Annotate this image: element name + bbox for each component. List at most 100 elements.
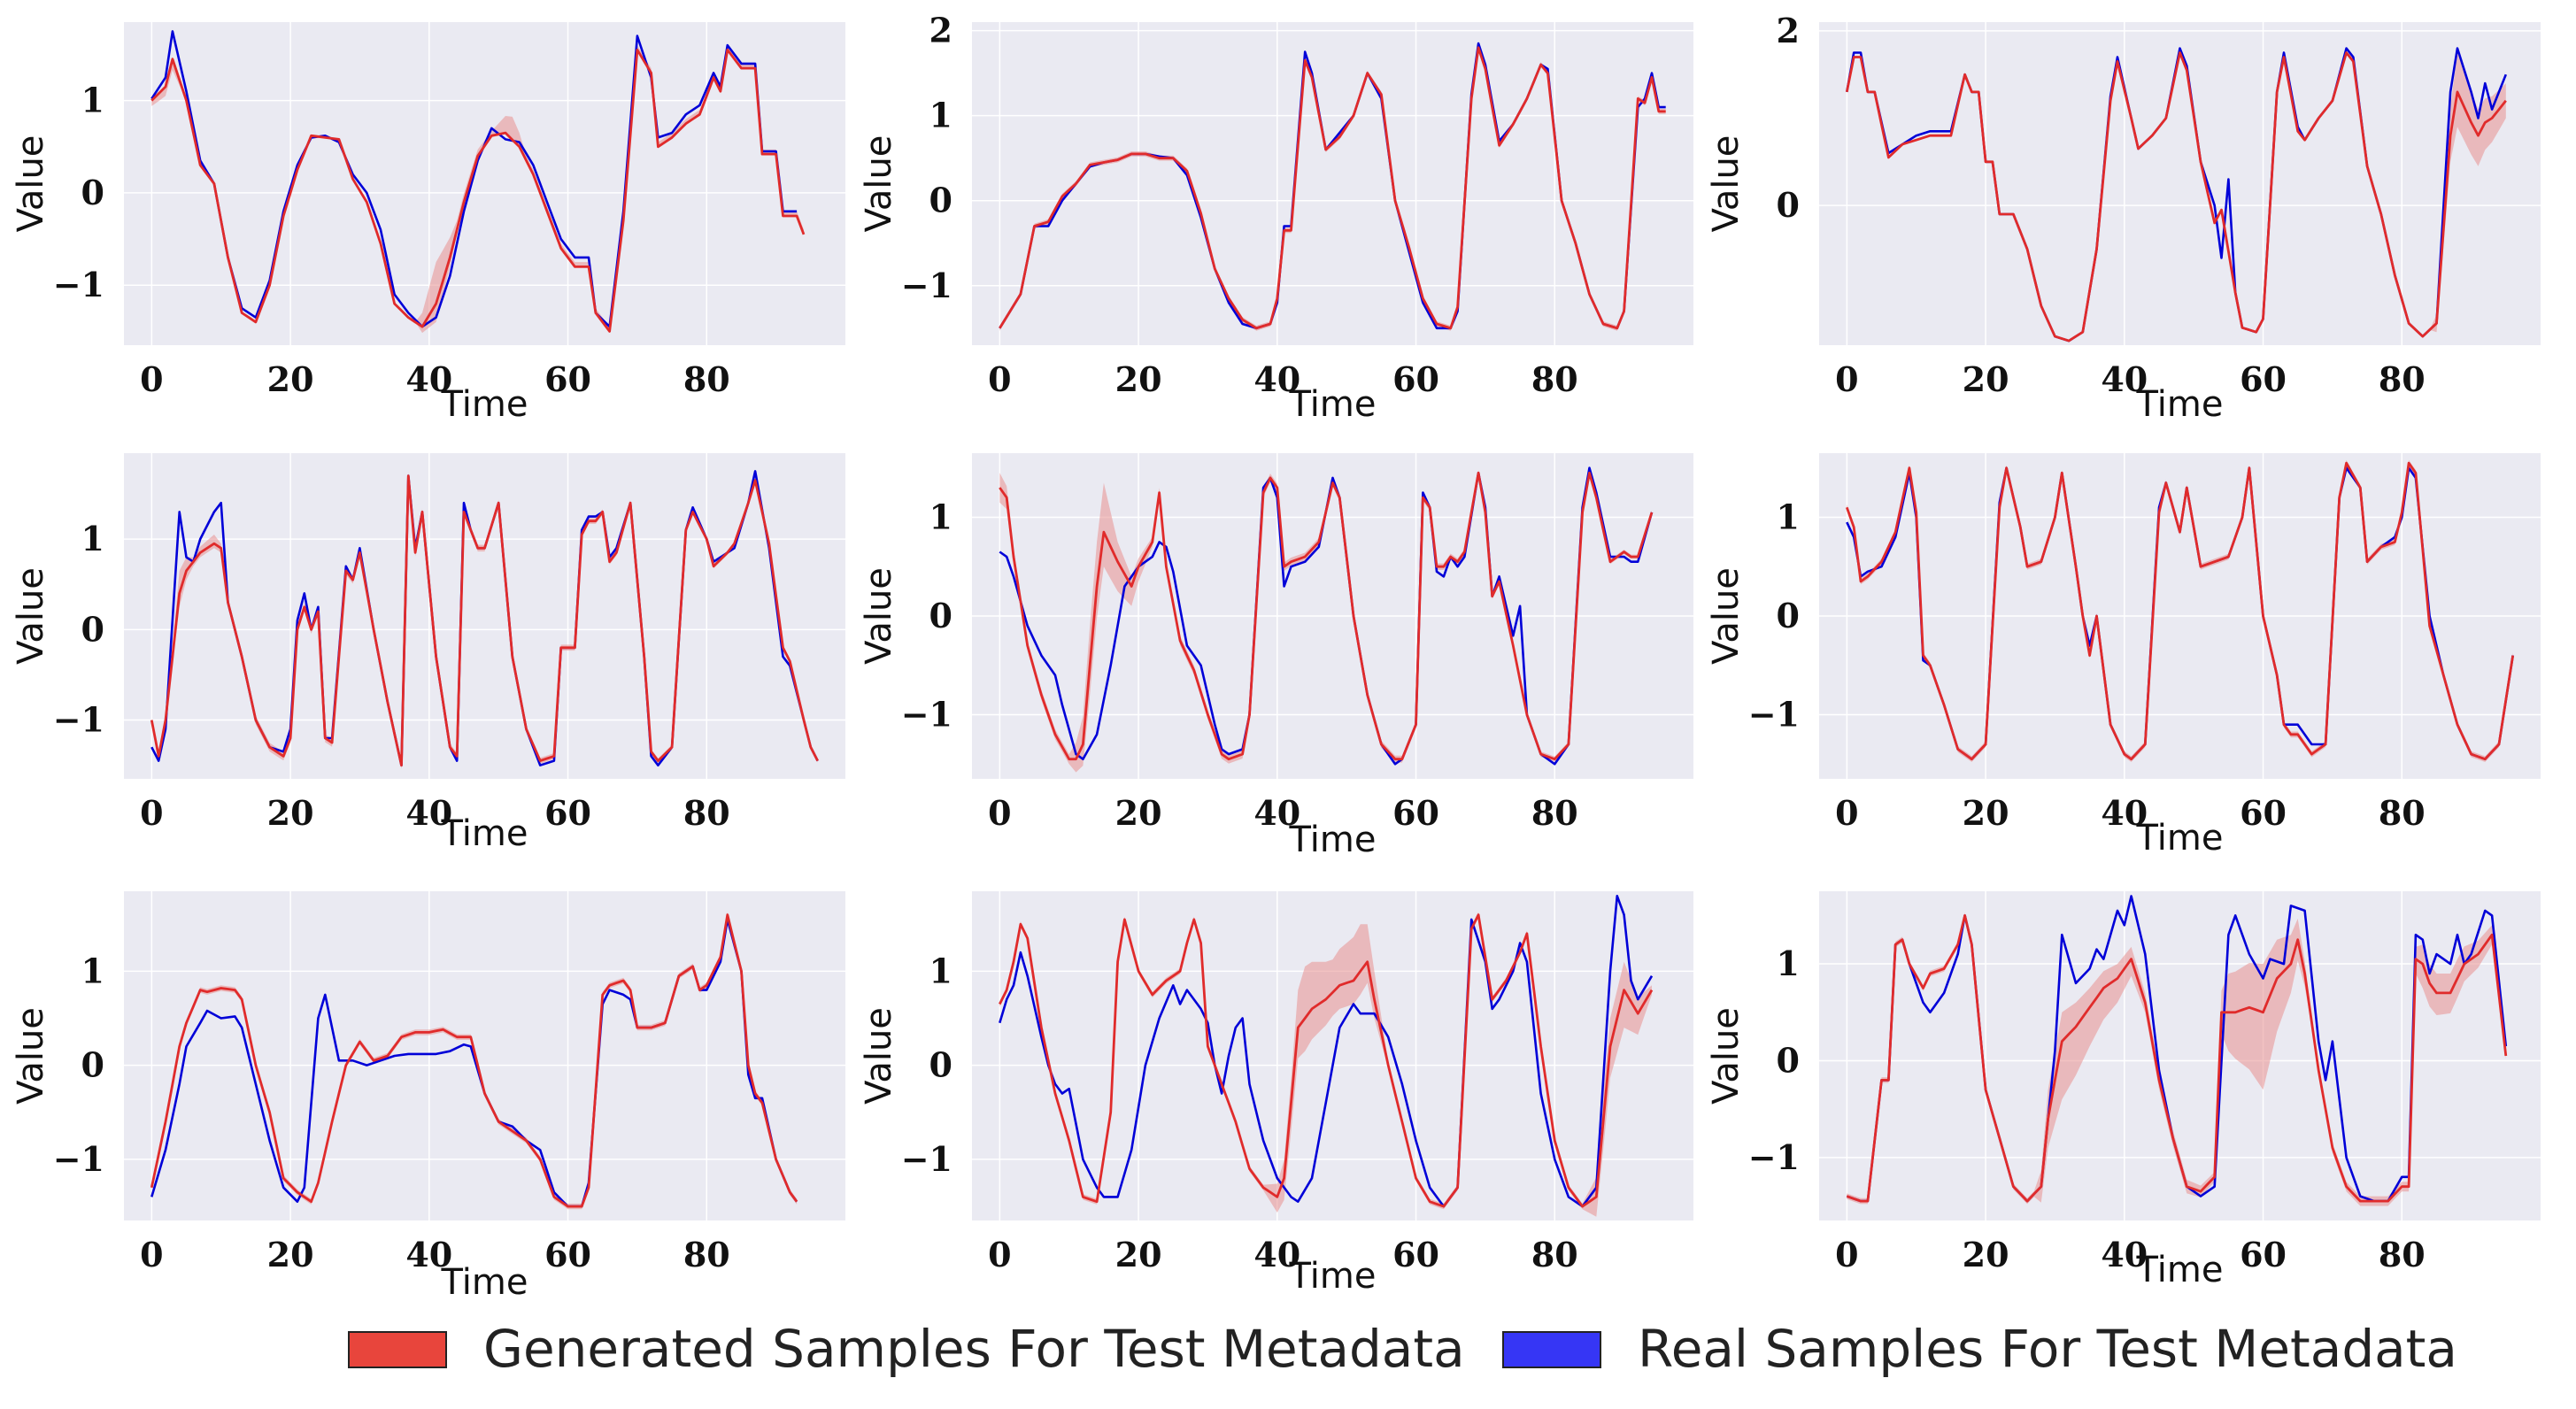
y-tick-label: 1 bbox=[81, 951, 104, 990]
x-tick-label: 0 bbox=[1835, 1235, 1858, 1274]
x-axis-label: Time bbox=[2136, 818, 2224, 858]
series-line-real bbox=[999, 895, 1654, 1208]
x-tick-label: 20 bbox=[267, 1235, 314, 1274]
x-tick-label: 60 bbox=[1392, 359, 1439, 399]
x-tick-label: 60 bbox=[544, 793, 591, 833]
y-tick-label: −1 bbox=[1748, 695, 1800, 735]
x-tick-label: 0 bbox=[988, 1235, 1011, 1274]
x-tick-label: 40 bbox=[2101, 359, 2148, 399]
legend: Generated Samples For Test Metadata Real… bbox=[348, 1319, 2457, 1379]
y-tick-label: 1 bbox=[929, 951, 953, 990]
x-tick-label: 20 bbox=[1115, 793, 1162, 833]
y-tick-label: 0 bbox=[1777, 185, 1800, 225]
x-axis-label: Time bbox=[2136, 384, 2224, 425]
y-tick-label: −1 bbox=[901, 1139, 953, 1179]
y-tick-label: −1 bbox=[901, 695, 953, 735]
x-tick-label: 20 bbox=[1963, 359, 2009, 399]
y-tick-label: 0 bbox=[1777, 1040, 1800, 1080]
plot-area bbox=[1819, 891, 2541, 1220]
y-tick-label: 0 bbox=[929, 1045, 953, 1085]
x-tick-label: 60 bbox=[1392, 1235, 1439, 1274]
x-tick-label: 40 bbox=[2101, 793, 2148, 833]
y-tick-label: 2 bbox=[929, 11, 953, 50]
x-tick-label: 60 bbox=[2240, 793, 2287, 833]
x-axis-label: Time bbox=[441, 384, 528, 425]
legend-swatch-real bbox=[1502, 1331, 1601, 1368]
y-tick-label: 0 bbox=[81, 173, 104, 212]
y-tick-label: 1 bbox=[81, 519, 104, 558]
x-tick-label: 80 bbox=[2379, 793, 2426, 833]
subplot-1: 0 20 40 60 80 −1 0 1 Time Value bbox=[11, 22, 845, 425]
legend-swatch-generated bbox=[348, 1331, 447, 1368]
series-line-generated bbox=[999, 46, 1666, 330]
y-axis-label: Value bbox=[859, 135, 899, 233]
x-tick-label: 0 bbox=[988, 793, 1011, 833]
x-tick-label: 60 bbox=[2240, 1235, 2287, 1274]
x-tick-label: 80 bbox=[1531, 359, 1578, 399]
x-tick-label: 0 bbox=[140, 1235, 163, 1274]
x-tick-label: 80 bbox=[2379, 1235, 2426, 1274]
legend-label-real: Real Samples For Test Metadata bbox=[1638, 1319, 2457, 1379]
y-tick-label: 1 bbox=[1777, 943, 1800, 983]
plot-area bbox=[1819, 22, 2541, 345]
x-axis-label: Time bbox=[2136, 1250, 2224, 1290]
y-tick-label: 1 bbox=[929, 497, 953, 536]
plot-area bbox=[124, 453, 845, 779]
x-tick-label: 80 bbox=[683, 793, 730, 833]
x-tick-label: 20 bbox=[1963, 1235, 2009, 1274]
series-line-generated bbox=[150, 474, 819, 767]
x-axis-label: Time bbox=[1289, 820, 1377, 860]
x-tick-label: 60 bbox=[544, 359, 591, 399]
x-tick-label: 20 bbox=[1963, 793, 2009, 833]
x-tick-label: 40 bbox=[405, 793, 452, 833]
series-line-generated bbox=[999, 913, 1654, 1208]
x-tick-label: 60 bbox=[2240, 359, 2287, 399]
subplot-3: 0 20 40 60 80 0 2 Time Value bbox=[1706, 11, 2541, 425]
x-tick-label: 60 bbox=[1392, 793, 1439, 833]
x-tick-label: 20 bbox=[1115, 359, 1162, 399]
x-tick-label: 40 bbox=[405, 1235, 452, 1274]
legend-label-generated: Generated Samples For Test Metadata bbox=[483, 1319, 1465, 1379]
x-tick-label: 0 bbox=[1835, 793, 1858, 833]
series-line-generated bbox=[999, 471, 1654, 761]
x-axis-label: Time bbox=[1289, 1256, 1377, 1297]
y-tick-label: 0 bbox=[929, 596, 953, 635]
x-tick-label: 80 bbox=[1531, 1235, 1578, 1274]
x-tick-label: 20 bbox=[267, 359, 314, 399]
x-tick-label: 20 bbox=[1115, 1235, 1162, 1274]
y-tick-label: −1 bbox=[53, 1139, 104, 1179]
subplot-8: 0 20 40 60 80 −1 0 1 Time Value bbox=[859, 891, 1693, 1297]
y-axis-label: Value bbox=[1706, 135, 1747, 233]
y-axis-label: Value bbox=[11, 567, 51, 665]
y-axis-label: Value bbox=[859, 567, 899, 665]
y-tick-label: 0 bbox=[929, 181, 953, 220]
y-tick-label: −1 bbox=[53, 265, 104, 304]
x-tick-label: 60 bbox=[544, 1235, 591, 1274]
subplot-2: 0 20 40 60 80 −1 0 1 2 Time Value bbox=[859, 11, 1693, 425]
subplot-9: 0 20 40 60 80 −1 0 1 Time Value bbox=[1706, 891, 2541, 1290]
y-tick-label: 1 bbox=[1777, 497, 1800, 536]
x-tick-label: 20 bbox=[267, 793, 314, 833]
x-tick-label: 0 bbox=[988, 359, 1011, 399]
x-axis-label: Time bbox=[1289, 384, 1377, 425]
y-tick-label: 0 bbox=[1777, 596, 1800, 635]
plot-area bbox=[124, 22, 845, 345]
series-line-real bbox=[150, 30, 798, 328]
x-tick-label: 80 bbox=[683, 359, 730, 399]
series-line-generated bbox=[1845, 461, 2515, 761]
x-axis-label: Time bbox=[441, 813, 528, 854]
y-tick-label: 1 bbox=[81, 81, 104, 120]
x-tick-label: 0 bbox=[1835, 359, 1858, 399]
series-line-generated bbox=[1846, 914, 2508, 1203]
x-axis-label: Time bbox=[441, 1262, 528, 1303]
y-axis-label: Value bbox=[1706, 1007, 1747, 1105]
y-axis-label: Value bbox=[1706, 567, 1747, 665]
y-tick-label: 2 bbox=[1777, 11, 1800, 50]
x-tick-label: 40 bbox=[405, 359, 452, 399]
plot-area bbox=[124, 891, 845, 1220]
x-tick-label: 80 bbox=[2379, 359, 2426, 399]
y-axis-label: Value bbox=[11, 135, 51, 233]
y-tick-label: −1 bbox=[53, 700, 104, 740]
